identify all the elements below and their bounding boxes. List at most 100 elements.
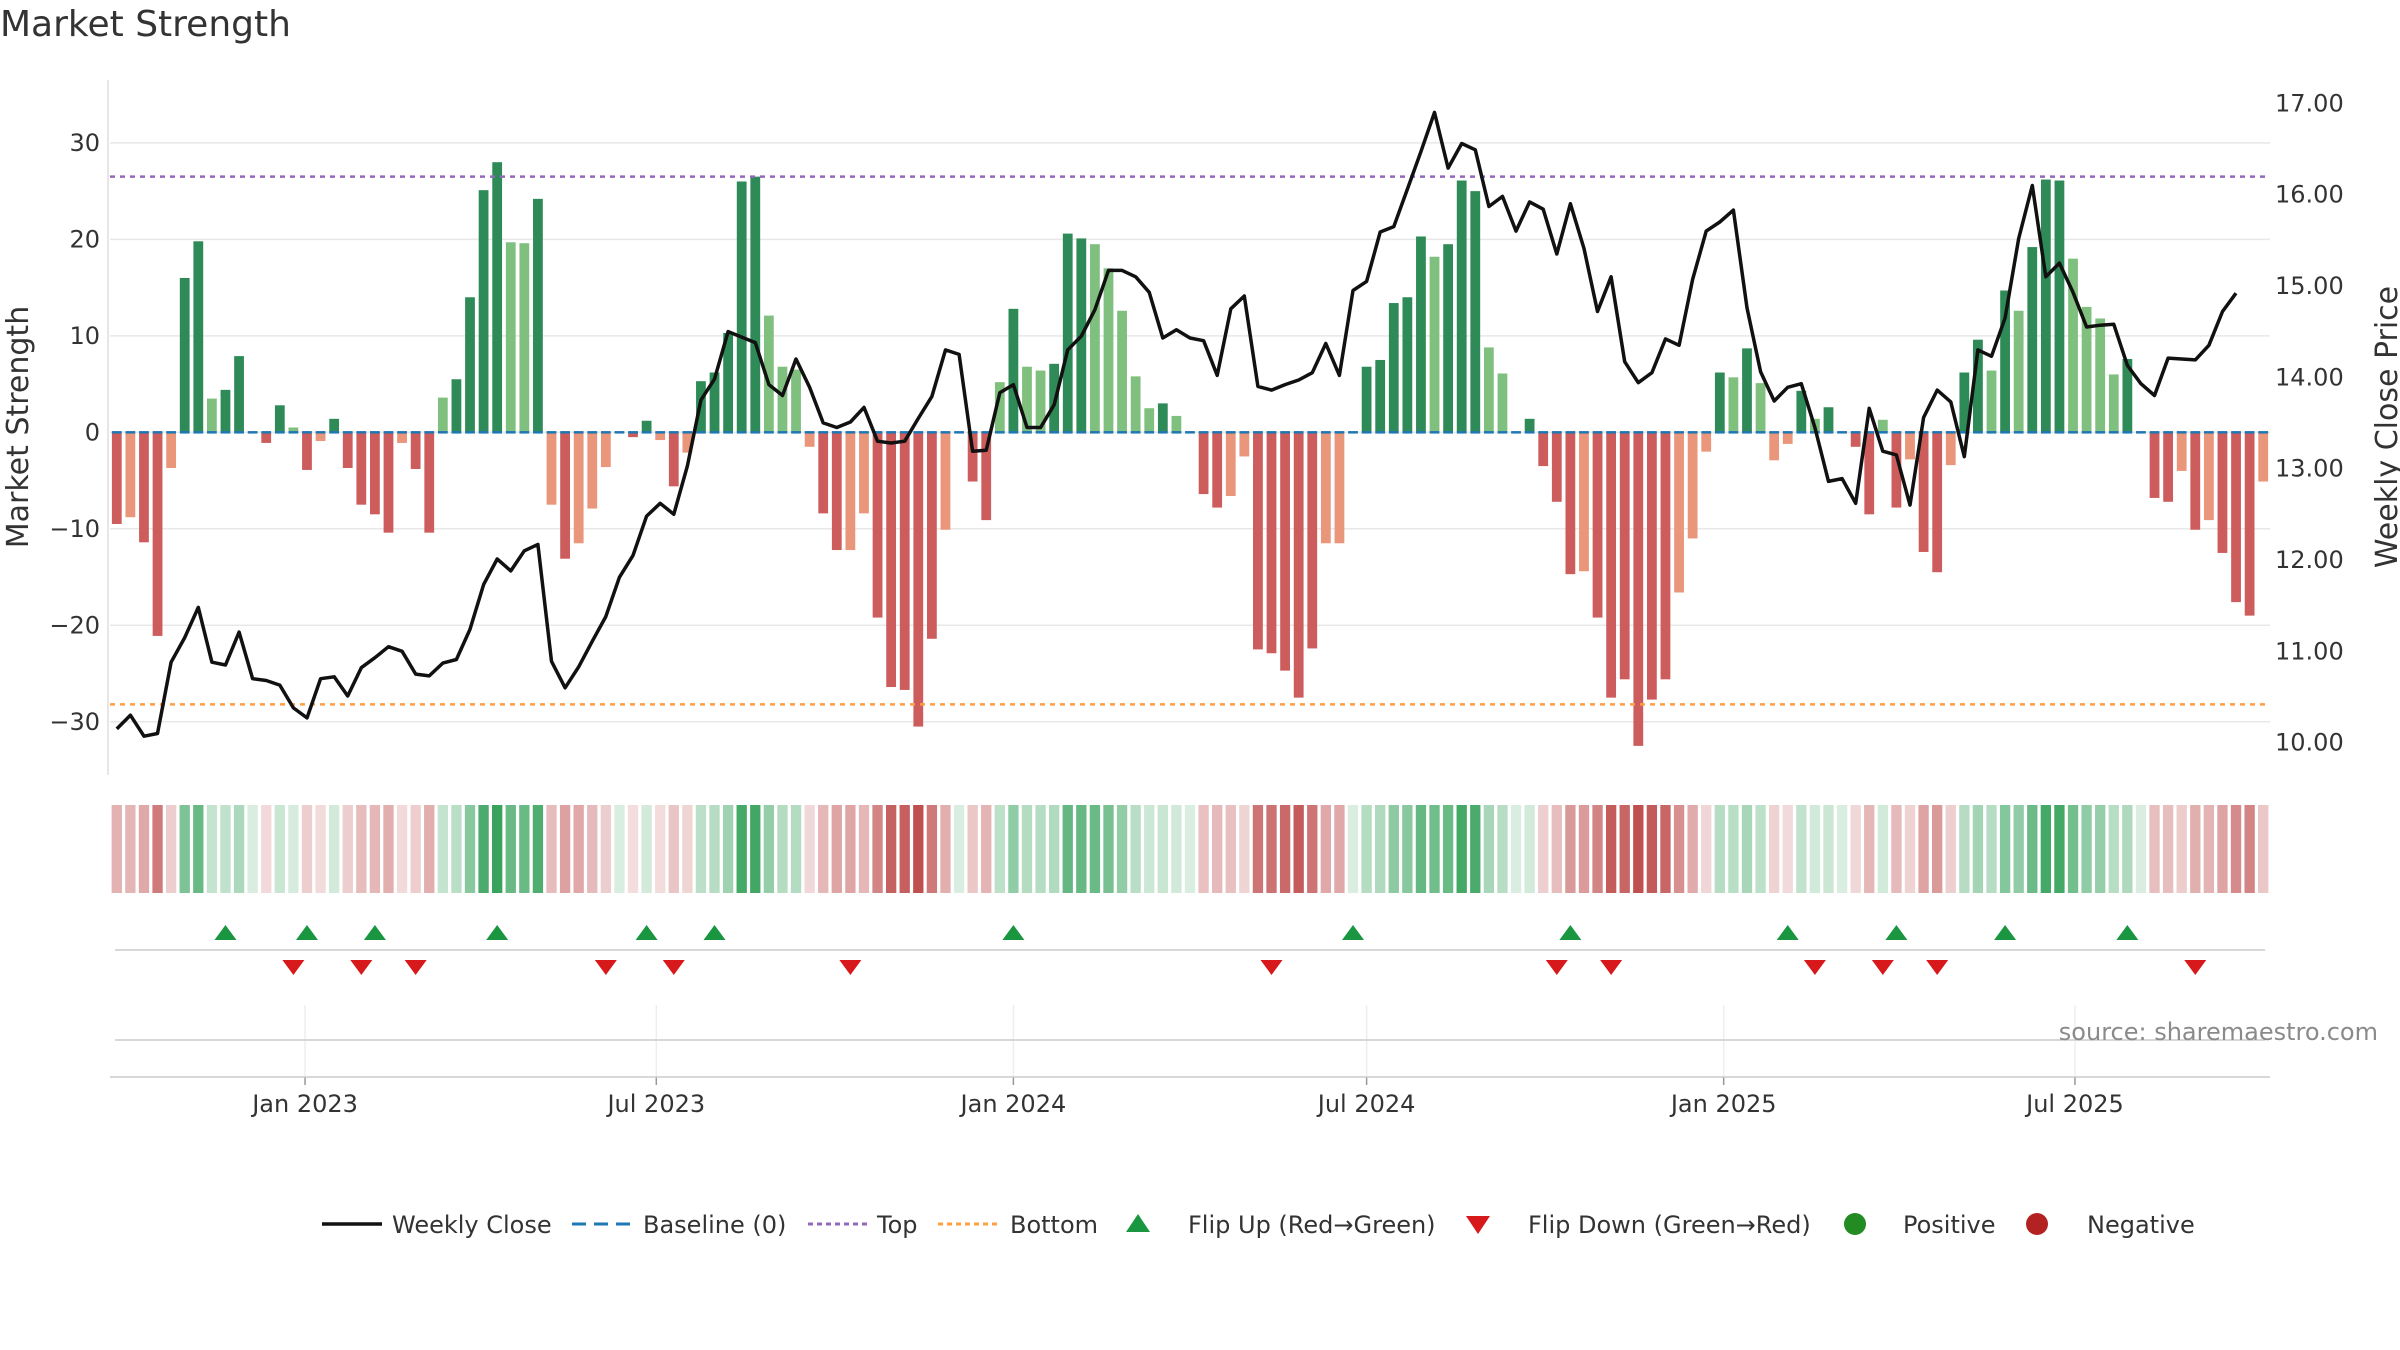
heat-cell [899,805,910,893]
heat-cell [1184,805,1196,893]
strength-bar [899,432,910,690]
heat-cell [1008,805,1019,893]
heat-cell [1850,805,1861,893]
y2-tick-label: 15.00 [2275,272,2344,300]
strength-bar [234,356,244,433]
heat-cell [981,805,992,893]
flip-up-marker [635,925,658,940]
strength-bar [2203,432,2214,521]
heat-cell [179,805,190,893]
heat-cell [1442,805,1454,893]
strength-bar [926,432,937,639]
legend-swatch-down-triangle [1466,1216,1490,1234]
strength-bar [1103,268,1114,433]
heat-cell [1470,805,1481,893]
strength-bar [1117,310,1127,433]
strength-bar [437,397,448,433]
heat-cell [1782,805,1793,893]
heat-cell [1130,805,1141,893]
strength-bar [2040,179,2051,433]
strength-bar [1973,339,1983,433]
strength-bar [424,432,435,533]
strength-bar [1769,432,1780,461]
heat-cell [967,805,978,893]
heat-cell [424,805,435,893]
y2-tick-label: 16.00 [2275,181,2344,209]
strength-bar [1212,432,1223,508]
strength-bar [723,332,734,433]
heat-cell [301,805,313,893]
strength-bar [1606,432,1617,698]
strength-bar [1497,373,1508,433]
heat-cell [1497,805,1508,893]
heat-cell [587,805,598,893]
heat-cell [682,805,693,893]
heat-cell [1483,805,1495,893]
strength-bar [1225,432,1236,496]
strength-bar [967,432,978,482]
legend-item: Weekly Close [322,1211,552,1239]
heat-cell [261,805,272,893]
strength-bar [1062,233,1073,433]
strength-bar [2231,432,2241,603]
legend: Weekly Close Baseline (0) Top Bottom Flip Up… [322,1211,2195,1239]
heat-cell [695,805,707,893]
heat-cell [356,805,367,893]
heat-cell [1116,805,1128,893]
heat-cell [722,805,734,893]
heat-cell [940,805,951,893]
strength-bar [1470,191,1481,433]
strength-bar [533,198,543,433]
legend-swatch-circle [2026,1213,2048,1235]
flip-up-marker [1776,925,1799,940]
heat-cell [2013,805,2024,893]
price-line-group [115,110,2238,738]
heat-cell [1891,805,1902,893]
heat-cell [1103,805,1114,893]
heat-cell [804,805,815,893]
heat-cell [1741,805,1753,893]
flip-down-marker [1600,960,1623,975]
legend-label: Positive [1903,1211,1996,1239]
heat-cell [2190,805,2201,893]
strength-bar [1592,432,1603,618]
strength-bar [288,427,299,433]
heat-cell [2122,805,2133,893]
heat-cell [193,805,204,893]
strength-bar [478,190,489,433]
strength-bar [763,315,774,433]
flip-up-marker [1002,925,1025,940]
strength-bar [1619,432,1630,680]
heat-cell [627,805,639,893]
heat-cell [1212,805,1223,893]
y-tick-label: −30 [49,708,100,736]
strength-bar [872,432,883,618]
strength-bar [329,418,340,433]
strength-bar [1035,370,1046,433]
heat-cell [111,805,122,893]
legend-item: Top [808,1211,918,1239]
reference-lines [110,175,2270,706]
heat-cell [709,805,720,893]
legend-swatch-circle [1844,1213,1866,1235]
strength-bar [1850,432,1861,447]
heat-cell [1728,805,1739,893]
strength-bar [2122,359,2133,433]
strength-bar [2217,432,2228,553]
strength-bar [1714,372,1725,433]
heat-cell [1768,805,1780,893]
strength-bar [1633,432,1644,746]
heat-cell [1673,805,1685,893]
strength-bar [1891,432,1902,508]
strength-bar [1687,432,1698,539]
weekly-close-line [115,110,2238,738]
heat-cell [233,805,245,893]
flip-up-marker [295,925,318,940]
strength-bar [560,432,570,559]
heat-cell [1279,805,1291,893]
strength-bar [1307,432,1318,649]
heat-cell [790,805,802,893]
strength-bar [682,432,693,453]
heat-cell [885,805,897,893]
heat-cell [342,805,353,893]
